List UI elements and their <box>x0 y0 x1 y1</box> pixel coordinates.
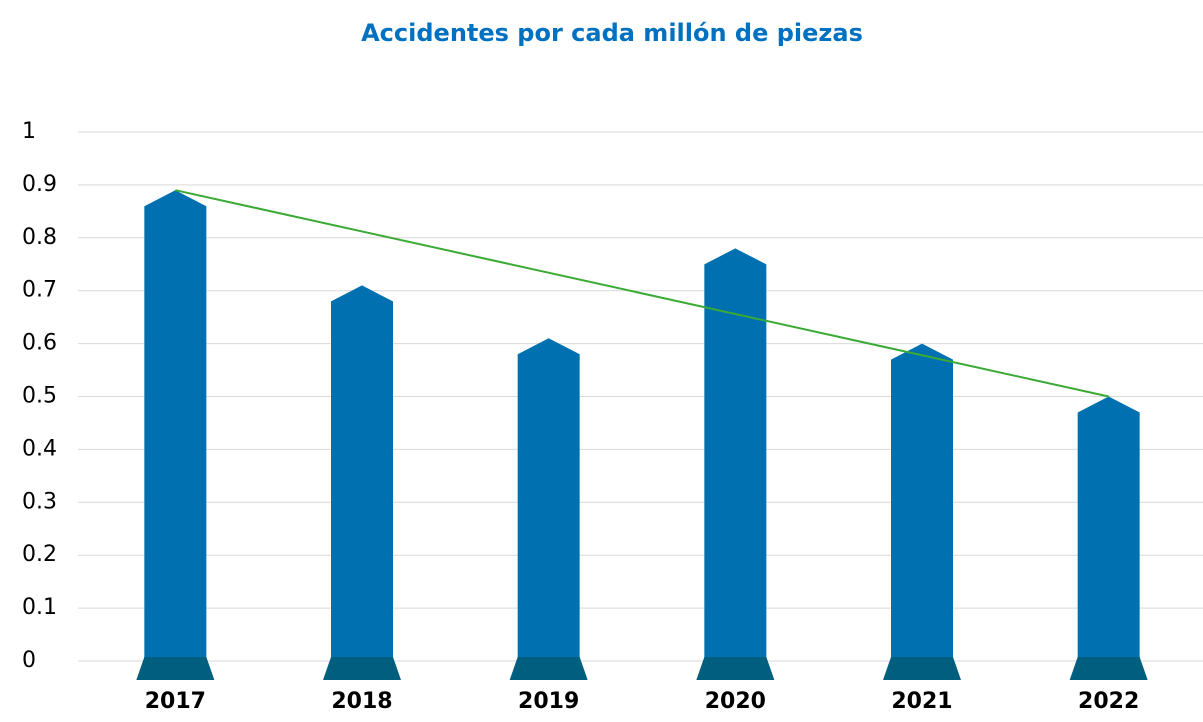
x-tick-label: 2017 <box>145 689 206 714</box>
y-tick-label: 0 <box>22 648 36 673</box>
x-tick-label: 2018 <box>331 689 392 714</box>
bar-base <box>323 657 401 680</box>
y-tick-label: 1 <box>22 119 36 144</box>
y-tick-label: 0.2 <box>22 542 57 567</box>
y-tick-label: 0.8 <box>22 225 57 250</box>
bar-base <box>883 657 961 680</box>
bar-base <box>696 657 775 680</box>
y-tick-label: 0.9 <box>22 172 57 197</box>
trend-line <box>175 189 1109 398</box>
x-tick-label: 2020 <box>705 689 766 714</box>
y-tick-label: 0.7 <box>22 278 57 303</box>
bar <box>704 248 767 661</box>
bar-base <box>136 657 215 680</box>
y-tick-label: 0.6 <box>22 331 57 356</box>
y-tick-label: 0.4 <box>22 436 57 461</box>
y-tick-label: 0.5 <box>22 384 57 409</box>
bar <box>891 343 953 661</box>
bar <box>144 190 207 661</box>
bar <box>1077 396 1140 661</box>
bar <box>331 285 393 661</box>
chart-title: Accidentes por cada millón de piezas <box>361 19 863 47</box>
x-tick-label: 2021 <box>891 689 952 714</box>
x-tick-label: 2019 <box>518 689 579 714</box>
x-tick-label: 2022 <box>1078 689 1139 714</box>
bar-base <box>1069 657 1148 680</box>
y-tick-label: 0.3 <box>22 489 57 514</box>
bar <box>517 338 580 661</box>
y-tick-label: 0.1 <box>22 595 57 620</box>
bar-base <box>509 657 588 680</box>
